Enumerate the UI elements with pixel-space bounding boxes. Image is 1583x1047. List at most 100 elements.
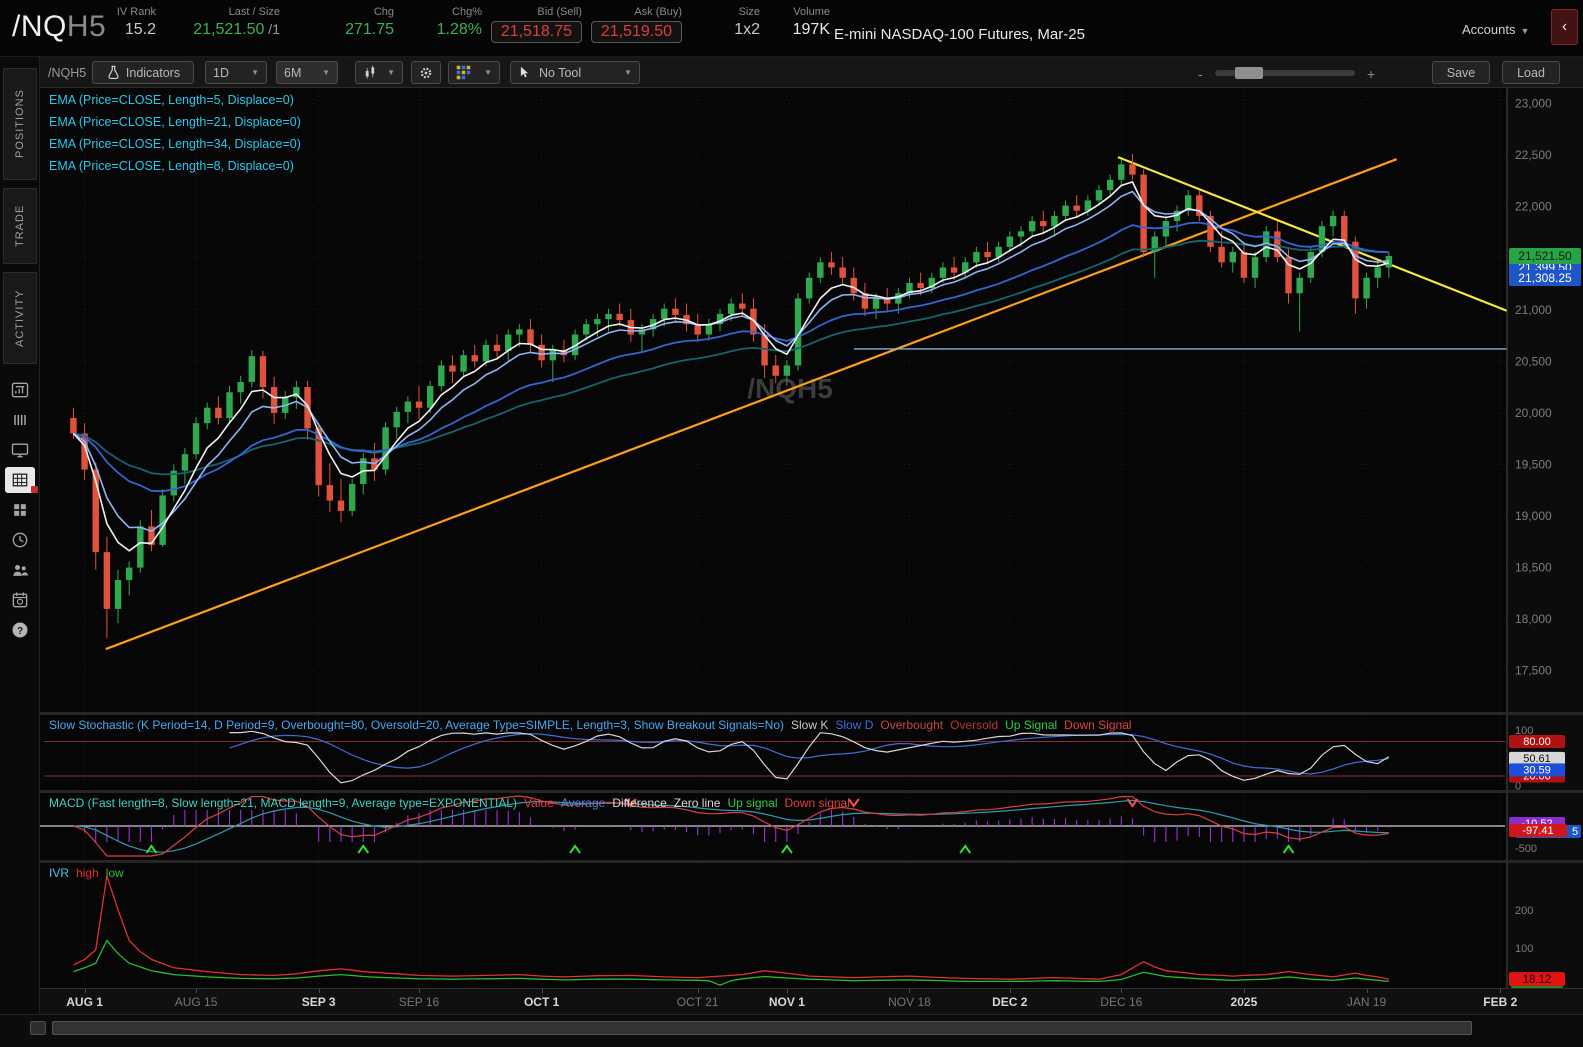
news-chart-icon[interactable]	[5, 377, 35, 403]
chevron-down-icon: ▼	[251, 68, 259, 77]
date-label: SEP 3	[301, 995, 336, 1009]
date-tick	[1121, 989, 1123, 993]
panel-divider[interactable]	[40, 860, 1583, 863]
ema-label: EMA (Price=CLOSE, Length=5, Displace=0)	[49, 93, 294, 107]
zoom-slider[interactable]	[1215, 67, 1355, 79]
legend-item: Slow D	[835, 718, 874, 732]
field-value: 197K	[792, 21, 830, 38]
svg-text:-500: -500	[1515, 843, 1537, 855]
slow-k-line	[229, 730, 1390, 784]
study-title: MACD (Fast length=8, Slow length=21, MAC…	[49, 796, 518, 810]
monitor-icon[interactable]	[5, 437, 35, 463]
quote-field-last-size: Last / Size 21,521.50 /1	[162, 6, 280, 39]
field-label: Bid (Sell)	[537, 6, 582, 18]
down-signal-arrow	[624, 798, 637, 808]
ema-21-line	[73, 221, 1389, 493]
legend-item: Overbought	[880, 718, 944, 732]
candles	[70, 154, 1393, 638]
collapse-panel-button[interactable]: ‹	[1551, 9, 1578, 45]
date-label: DEC 16	[1100, 995, 1143, 1009]
save-button[interactable]: Save	[1432, 61, 1490, 84]
date-tick	[786, 989, 788, 993]
legend-item: Zero line	[673, 796, 721, 810]
panel-divider[interactable]	[40, 712, 1583, 715]
svg-text:21,521.50: 21,521.50	[1518, 249, 1572, 263]
field-label: Chg%	[452, 6, 482, 18]
svg-text:17,500: 17,500	[1515, 664, 1552, 678]
field-value[interactable]: 21,518.75	[490, 21, 582, 43]
ema-8-line	[72, 190, 1389, 533]
sidebar-tab-trade[interactable]: TRADE	[3, 188, 37, 264]
grid-sheet-icon[interactable]	[5, 467, 38, 493]
squares-icon[interactable]	[5, 497, 35, 523]
price-chart-canvas[interactable]: /NQH523,00022,50022,00021,50021,00020,50…	[40, 88, 1583, 712]
zoom-out-button[interactable]: -	[1198, 66, 1203, 82]
svg-text:30.59: 30.59	[1523, 764, 1551, 776]
list-icon[interactable]	[5, 407, 35, 433]
horizontal-scrollbar[interactable]	[0, 1014, 1583, 1047]
legend-item: Up signal	[727, 796, 778, 810]
quote-field-ask-buy-[interactable]: Ask (Buy) 21,519.50	[588, 6, 682, 43]
ivr-high-line	[73, 875, 1389, 980]
svg-text:-97.41: -97.41	[1522, 825, 1553, 837]
scrollbar-left-box[interactable]	[30, 1021, 46, 1035]
clock-icon[interactable]	[5, 527, 35, 553]
stochastic-legend: Slow Stochastic (K Period=14, D Period=9…	[49, 718, 1139, 732]
chart-settings-button[interactable]	[411, 61, 441, 84]
svg-text:18.12: 18.12	[1523, 974, 1552, 986]
sidebar-tab-positions[interactable]: POSITIONS	[3, 68, 37, 180]
stochastic-panel: 100 0 80.00 20.00 50.61 30.59 Slow Stochastic…	[40, 715, 1583, 790]
legend-item: Average	[560, 796, 606, 810]
panel-divider[interactable]	[40, 790, 1583, 793]
sidebar-tab-activity[interactable]: ACTIVITY	[3, 272, 37, 364]
accounts-dropdown[interactable]: Accounts ▼	[1462, 22, 1530, 37]
up-signal-arrow	[357, 844, 370, 854]
date-tick	[697, 989, 699, 993]
up-signal-arrow	[1282, 844, 1295, 854]
candlestick-chart-icon	[365, 64, 375, 79]
date-label: AUG 15	[174, 995, 218, 1009]
ivr-canvas[interactable]: 200 100 18.12	[40, 863, 1583, 988]
load-button[interactable]: Load	[1502, 61, 1560, 84]
chevron-down-icon: ▼	[322, 68, 330, 77]
pattern-tool-dropdown[interactable]: ▼	[448, 61, 500, 84]
svg-text:19,000: 19,000	[1515, 509, 1552, 523]
timeframe-dropdown[interactable]: 1D ▼	[205, 61, 267, 84]
legend-item: Down signal	[784, 796, 850, 810]
people-icon[interactable]	[5, 557, 35, 583]
study-title: IVR	[49, 866, 70, 880]
scrollbar-thumb[interactable]	[52, 1021, 1472, 1035]
svg-text:100: 100	[1515, 725, 1533, 737]
legend-item: Difference	[612, 796, 667, 810]
zoom-slider-thumb[interactable]	[1235, 67, 1263, 79]
date-tick	[84, 989, 86, 993]
date-label: DEC 2	[992, 995, 1028, 1009]
time-axis[interactable]: AUG 1 AUG 15 SEP 3 SEP 16 OCT 1 OCT 21 NOV 1 NO…	[40, 988, 1583, 1014]
chevron-down-icon: ▼	[387, 68, 395, 77]
symbol-title: /NQH5	[12, 10, 106, 44]
quote-field-bid-sell-[interactable]: Bid (Sell) 21,518.75	[488, 6, 582, 43]
macd-canvas[interactable]: -500-10.525-97.41	[40, 793, 1583, 860]
quote-header: /NQH5 IV Rank 15.2 Last / Size 21,521.50 /1…	[0, 0, 1583, 57]
field-value[interactable]: 21,519.50	[590, 21, 682, 43]
alert-badge	[31, 486, 38, 493]
svg-text:20,000: 20,000	[1515, 406, 1552, 420]
quote-field-iv-rank: IV Rank 15.2	[100, 6, 156, 39]
drawing-tool-dropdown[interactable]: No Tool ▼	[510, 61, 640, 84]
date-label: FEB 2	[1483, 995, 1518, 1009]
date-label: NOV 18	[888, 995, 931, 1009]
zoom-in-button[interactable]: +	[1367, 66, 1376, 82]
ema-label: EMA (Price=CLOSE, Length=21, Displace=0)	[49, 115, 301, 129]
date-label: OCT 1	[523, 995, 560, 1009]
help-icon[interactable]: ?	[5, 617, 35, 643]
field-label: Last / Size	[228, 6, 280, 18]
legend-item: high	[76, 866, 99, 880]
symbol-month: H5	[66, 10, 107, 43]
range-dropdown[interactable]: 6M ▼	[276, 61, 338, 84]
chart-type-dropdown[interactable]: ▼	[355, 61, 403, 84]
svg-text:22,500: 22,500	[1515, 148, 1552, 162]
date-tick	[318, 989, 320, 993]
indicators-button[interactable]: Indicators	[92, 61, 194, 84]
calendar-icon[interactable]	[5, 587, 35, 613]
